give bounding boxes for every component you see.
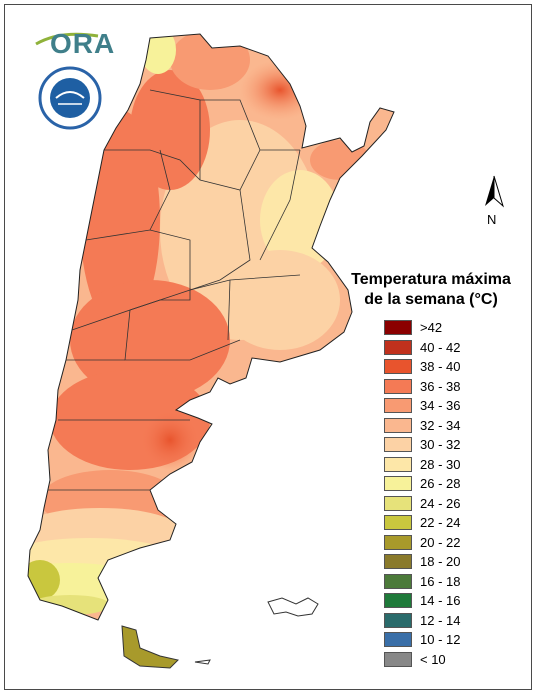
legend-item: < 10 xyxy=(384,650,460,670)
legend-item: >42 xyxy=(384,318,460,338)
legend-label: 38 - 40 xyxy=(420,359,461,375)
country-outline xyxy=(27,33,395,621)
legend-item: 32 - 34 xyxy=(384,416,460,436)
tierra-del-fuego xyxy=(121,625,179,669)
legend-item: 26 - 28 xyxy=(384,474,460,494)
legend-label: 16 - 18 xyxy=(420,573,461,589)
legend-label: 40 - 42 xyxy=(420,339,461,355)
legend-item: 28 - 30 xyxy=(384,455,460,475)
legend-swatch xyxy=(384,632,412,648)
legend-label: 22 - 24 xyxy=(420,515,461,531)
legend-swatch xyxy=(384,612,412,628)
legend-item: 10 - 12 xyxy=(384,630,460,650)
legend-swatch xyxy=(384,476,412,492)
legend-swatch xyxy=(384,339,412,355)
legend-swatch xyxy=(384,573,412,589)
legend-swatch xyxy=(384,593,412,609)
legend-swatch xyxy=(384,437,412,453)
legend-swatch xyxy=(384,534,412,550)
legend-item: 22 - 24 xyxy=(384,513,460,533)
legend-item: 30 - 32 xyxy=(384,435,460,455)
legend-title: Temperatura máxima de la semana (°C) xyxy=(346,270,516,310)
legend-label: 24 - 26 xyxy=(420,495,461,511)
legend-label: 36 - 38 xyxy=(420,378,461,394)
legend-swatch xyxy=(384,554,412,570)
legend-item: 14 - 16 xyxy=(384,591,460,611)
legend-item: 36 - 38 xyxy=(384,377,460,397)
legend-swatch xyxy=(384,359,412,375)
legend-title-line2: de la semana (°C) xyxy=(364,291,498,308)
legend-item: 20 - 22 xyxy=(384,533,460,553)
legend-swatch xyxy=(384,515,412,531)
legend-label: 30 - 32 xyxy=(420,437,461,453)
ora-logo: ORA xyxy=(50,28,116,59)
legend-swatch xyxy=(384,495,412,511)
legend-label: < 10 xyxy=(420,651,446,667)
legend-label: 10 - 12 xyxy=(420,632,461,648)
legend-item: 40 - 42 xyxy=(384,338,460,358)
legend-label: 26 - 28 xyxy=(420,476,461,492)
legend-label: 12 - 14 xyxy=(420,612,461,628)
legend-swatch xyxy=(384,417,412,433)
north-label: N xyxy=(487,212,497,227)
malvinas-islands xyxy=(267,597,319,617)
legend: >42 40 - 42 38 - 40 36 - 38 34 - 36 32 - 34 30… xyxy=(384,318,460,669)
province-boundaries xyxy=(48,89,301,491)
legend-swatch xyxy=(384,320,412,336)
legend-label: 18 - 20 xyxy=(420,554,461,570)
north-arrow-icon xyxy=(485,175,504,208)
legend-title-line1: Temperatura máxima xyxy=(351,271,511,288)
legend-label: 14 - 16 xyxy=(420,593,461,609)
legend-swatch xyxy=(384,378,412,394)
legend-label: 28 - 30 xyxy=(420,456,461,472)
legend-swatch xyxy=(384,651,412,667)
logo-swoosh xyxy=(35,32,99,46)
legend-swatch xyxy=(384,456,412,472)
legend-item: 18 - 20 xyxy=(384,552,460,572)
legend-item: 24 - 26 xyxy=(384,494,460,514)
legend-swatch xyxy=(384,398,412,414)
smn-seal-icon xyxy=(38,66,102,130)
legend-item: 34 - 36 xyxy=(384,396,460,416)
legend-item: 12 - 14 xyxy=(384,611,460,631)
legend-label: 34 - 36 xyxy=(420,398,461,414)
legend-item: 38 - 40 xyxy=(384,357,460,377)
legend-label: 32 - 34 xyxy=(420,417,461,433)
legend-item: 16 - 18 xyxy=(384,572,460,592)
legend-label: >42 xyxy=(420,320,443,336)
legend-label: 20 - 22 xyxy=(420,534,461,550)
